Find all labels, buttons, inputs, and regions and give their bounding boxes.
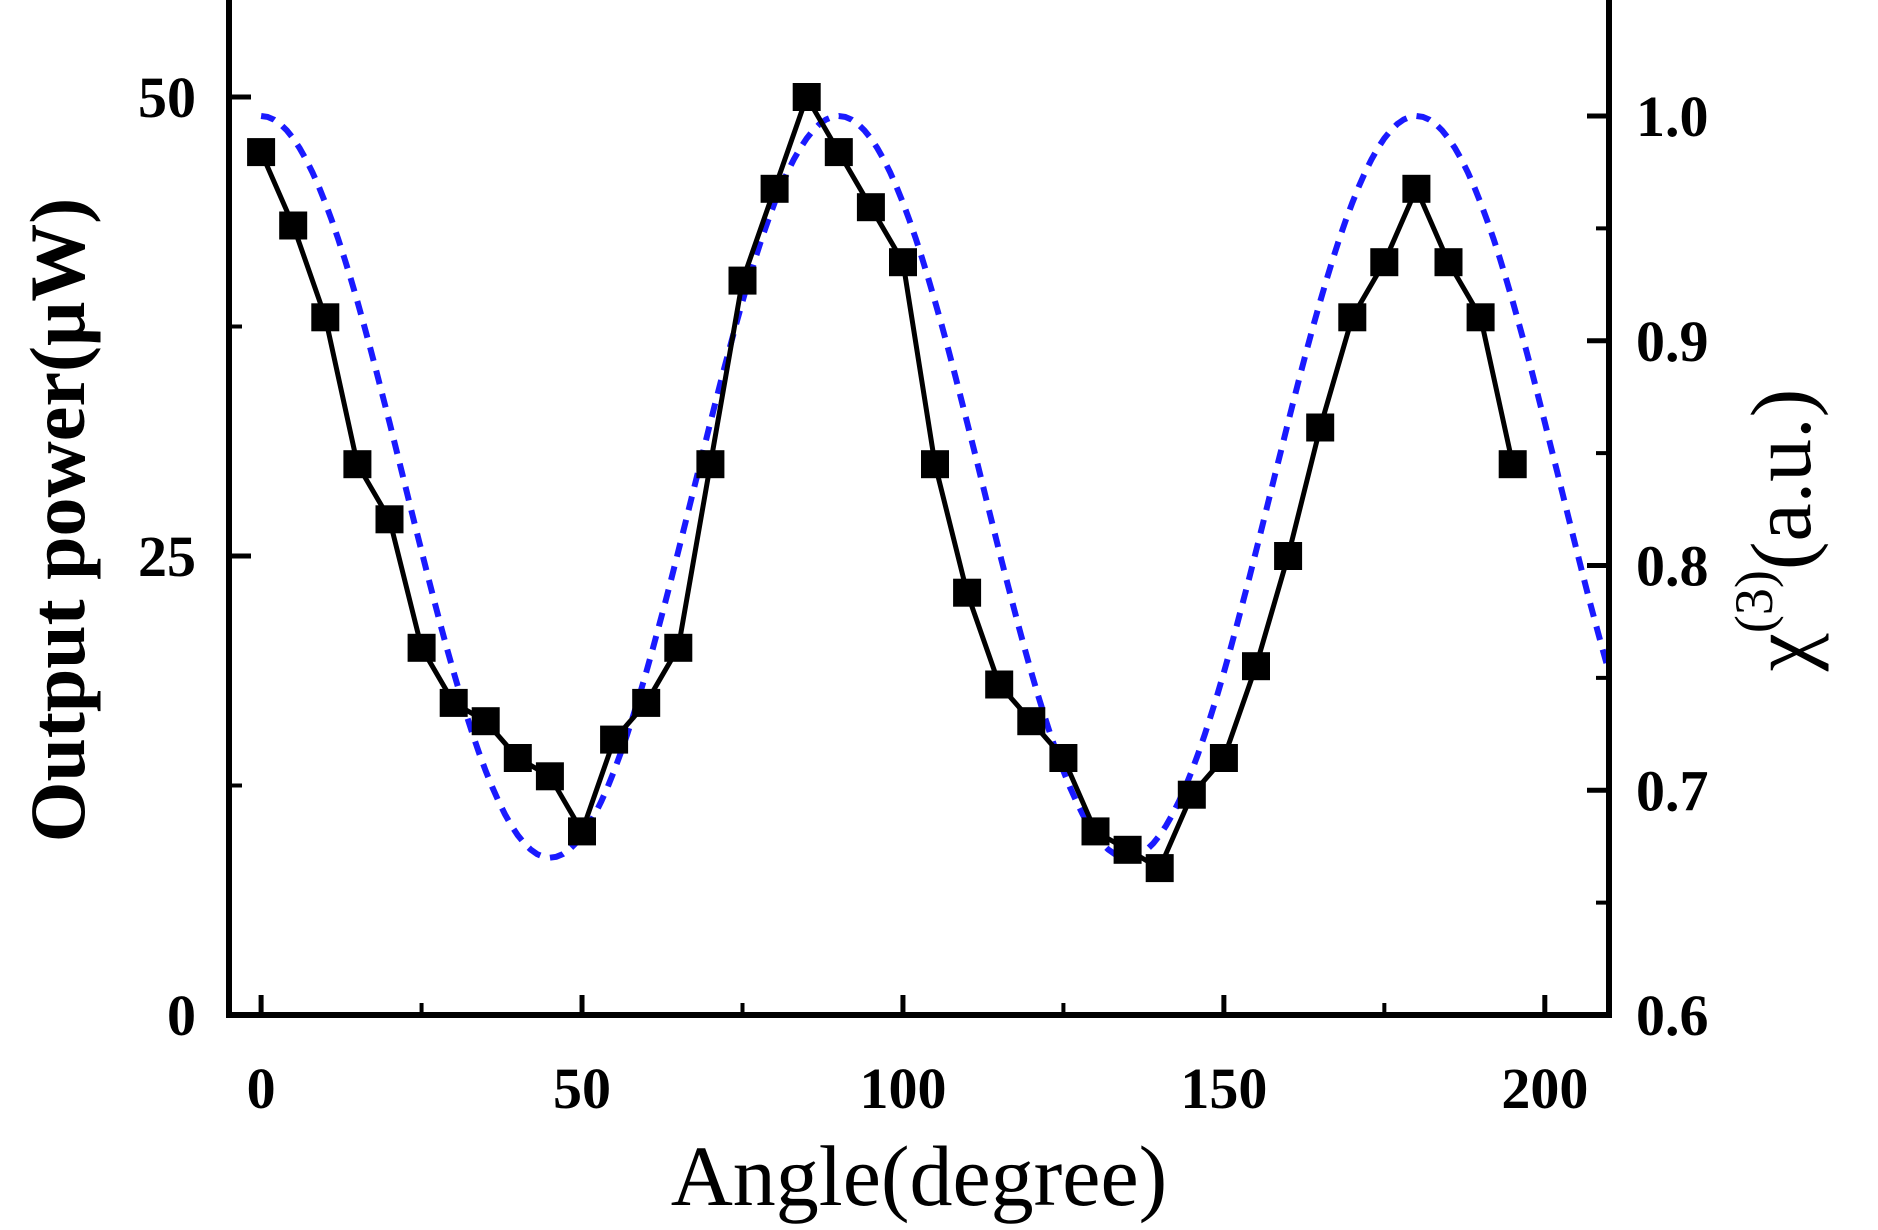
x-tick-label: 100 [859,1056,946,1121]
right-y-axis-title: χ(3)(a.u.) [1724,389,1829,673]
data-point-marker [1145,854,1174,883]
data-point-marker [535,762,564,791]
data-point-marker [824,138,853,167]
data-point-marker [728,266,757,295]
data-point-marker [1338,303,1367,332]
right-y-tick-label: 0.7 [1636,758,1709,823]
data-point-marker [311,303,340,332]
plot-frame [226,0,1612,1018]
x-tick-label: 150 [1180,1056,1267,1121]
data-point-marker [696,450,725,479]
data-point-marker [889,248,917,277]
right-y-tick-label: 1.0 [1636,84,1709,149]
x-tick-label: 0 [247,1056,276,1121]
data-point-marker [921,450,949,479]
data-point-marker [407,633,436,662]
data-point-marker [856,193,885,222]
data-point-marker [1113,835,1142,864]
data-point-marker [1402,174,1431,203]
data-point-marker [1434,248,1463,277]
data-point-marker [568,817,596,846]
data-point-marker [1017,707,1046,736]
data-point-marker [632,688,661,717]
axes-layer: 0 50 100 150 200 0 25 50 0.6 0.7 0.8 0.9 1.0 [138,65,1709,1121]
data-point-marker [1370,248,1399,277]
data-point-marker [247,138,276,167]
data-point-marker [1306,413,1335,442]
data-point-marker [1209,744,1238,772]
right-y-axis-units: (a.u.) [1733,389,1829,570]
data-point-marker [1242,652,1270,681]
data-point-marker [1274,542,1303,570]
x-axis-title: Angle(degree) [671,1128,1168,1224]
data-point-marker [1081,817,1110,846]
right-y-tick-label: 0.6 [1636,983,1709,1048]
data-point-marker [600,725,629,754]
data-point-marker [279,211,308,240]
data-point-marker [1049,744,1078,772]
series-output-power-line [258,91,1516,872]
svg-text:χ(3)(a.u.): χ(3)(a.u.) [1724,389,1829,673]
left-y-tick-label: 0 [167,983,196,1048]
left-y-tick-label: 25 [138,524,196,589]
left-y-tick-label: 50 [138,65,196,130]
data-point-marker [664,633,693,662]
x-tick-label: 200 [1501,1056,1588,1121]
data-point-marker [1466,303,1495,332]
data-point-marker [1498,450,1527,479]
data-point-marker [985,670,1014,699]
data-point-marker [503,744,532,772]
right-y-tick-label: 0.9 [1636,309,1709,374]
data-point-marker [375,505,404,534]
series-layer [247,83,1612,883]
series-chi3-dashed-line [260,112,1612,861]
data-point-marker [343,450,372,479]
data-point-marker [760,174,789,203]
right-y-axis-superscript: (3) [1724,570,1784,633]
data-point-marker [1177,780,1206,809]
data-point-marker [439,688,468,717]
data-point-marker [471,707,500,736]
right-y-tick-label: 0.8 [1636,534,1709,599]
data-point-marker [792,83,821,111]
data-point-marker [953,578,982,607]
x-tick-label: 50 [553,1056,611,1121]
right-y-axis-symbol: χ [1733,633,1829,672]
left-y-axis-title: Output power(μW) [14,198,101,842]
